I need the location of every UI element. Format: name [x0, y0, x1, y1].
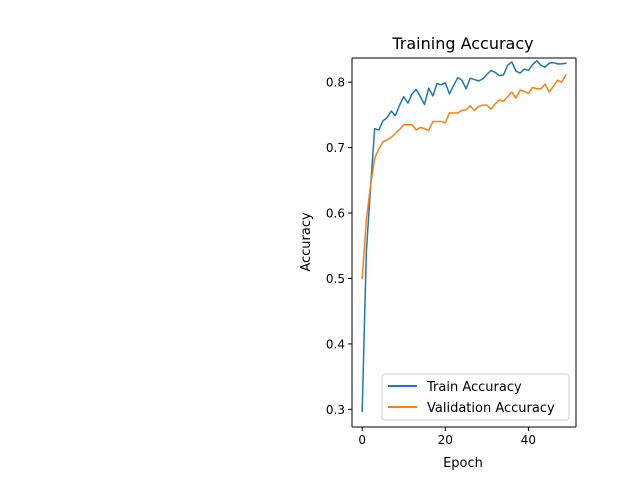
legend-label-validation: Validation Accuracy [427, 401, 555, 416]
y-tick-label: 0.5 [326, 272, 345, 286]
legend: Train Accuracy Validation Accuracy [381, 373, 570, 421]
x-tick-label: 40 [521, 433, 536, 447]
ticks-layer: 0 20 40 0.3 0.4 0.5 0.6 0.7 0.8 [326, 76, 536, 447]
y-axis-label: Accuracy [299, 212, 314, 272]
y-tick-label: 0.8 [326, 76, 345, 90]
x-axis-label: Epoch [443, 456, 483, 471]
legend-label-train: Train Accuracy [426, 380, 522, 395]
chart-title: Training Accuracy [391, 34, 533, 53]
x-tick-label: 0 [358, 433, 366, 447]
series-line-train-accuracy [361, 59, 567, 413]
legend-box [381, 373, 570, 421]
y-tick-label: 0.7 [326, 141, 345, 155]
x-tick-label: 20 [438, 433, 453, 447]
y-tick-label: 0.3 [326, 403, 345, 417]
plot-frame [352, 58, 576, 427]
series-layer [361, 59, 567, 413]
series-line-validation-accuracy [361, 73, 567, 280]
y-tick-label: 0.6 [326, 207, 345, 221]
plot-area: 0 20 40 0.3 0.4 0.5 0.6 0.7 0.8 [326, 57, 577, 447]
y-tick-label: 0.4 [326, 337, 345, 351]
